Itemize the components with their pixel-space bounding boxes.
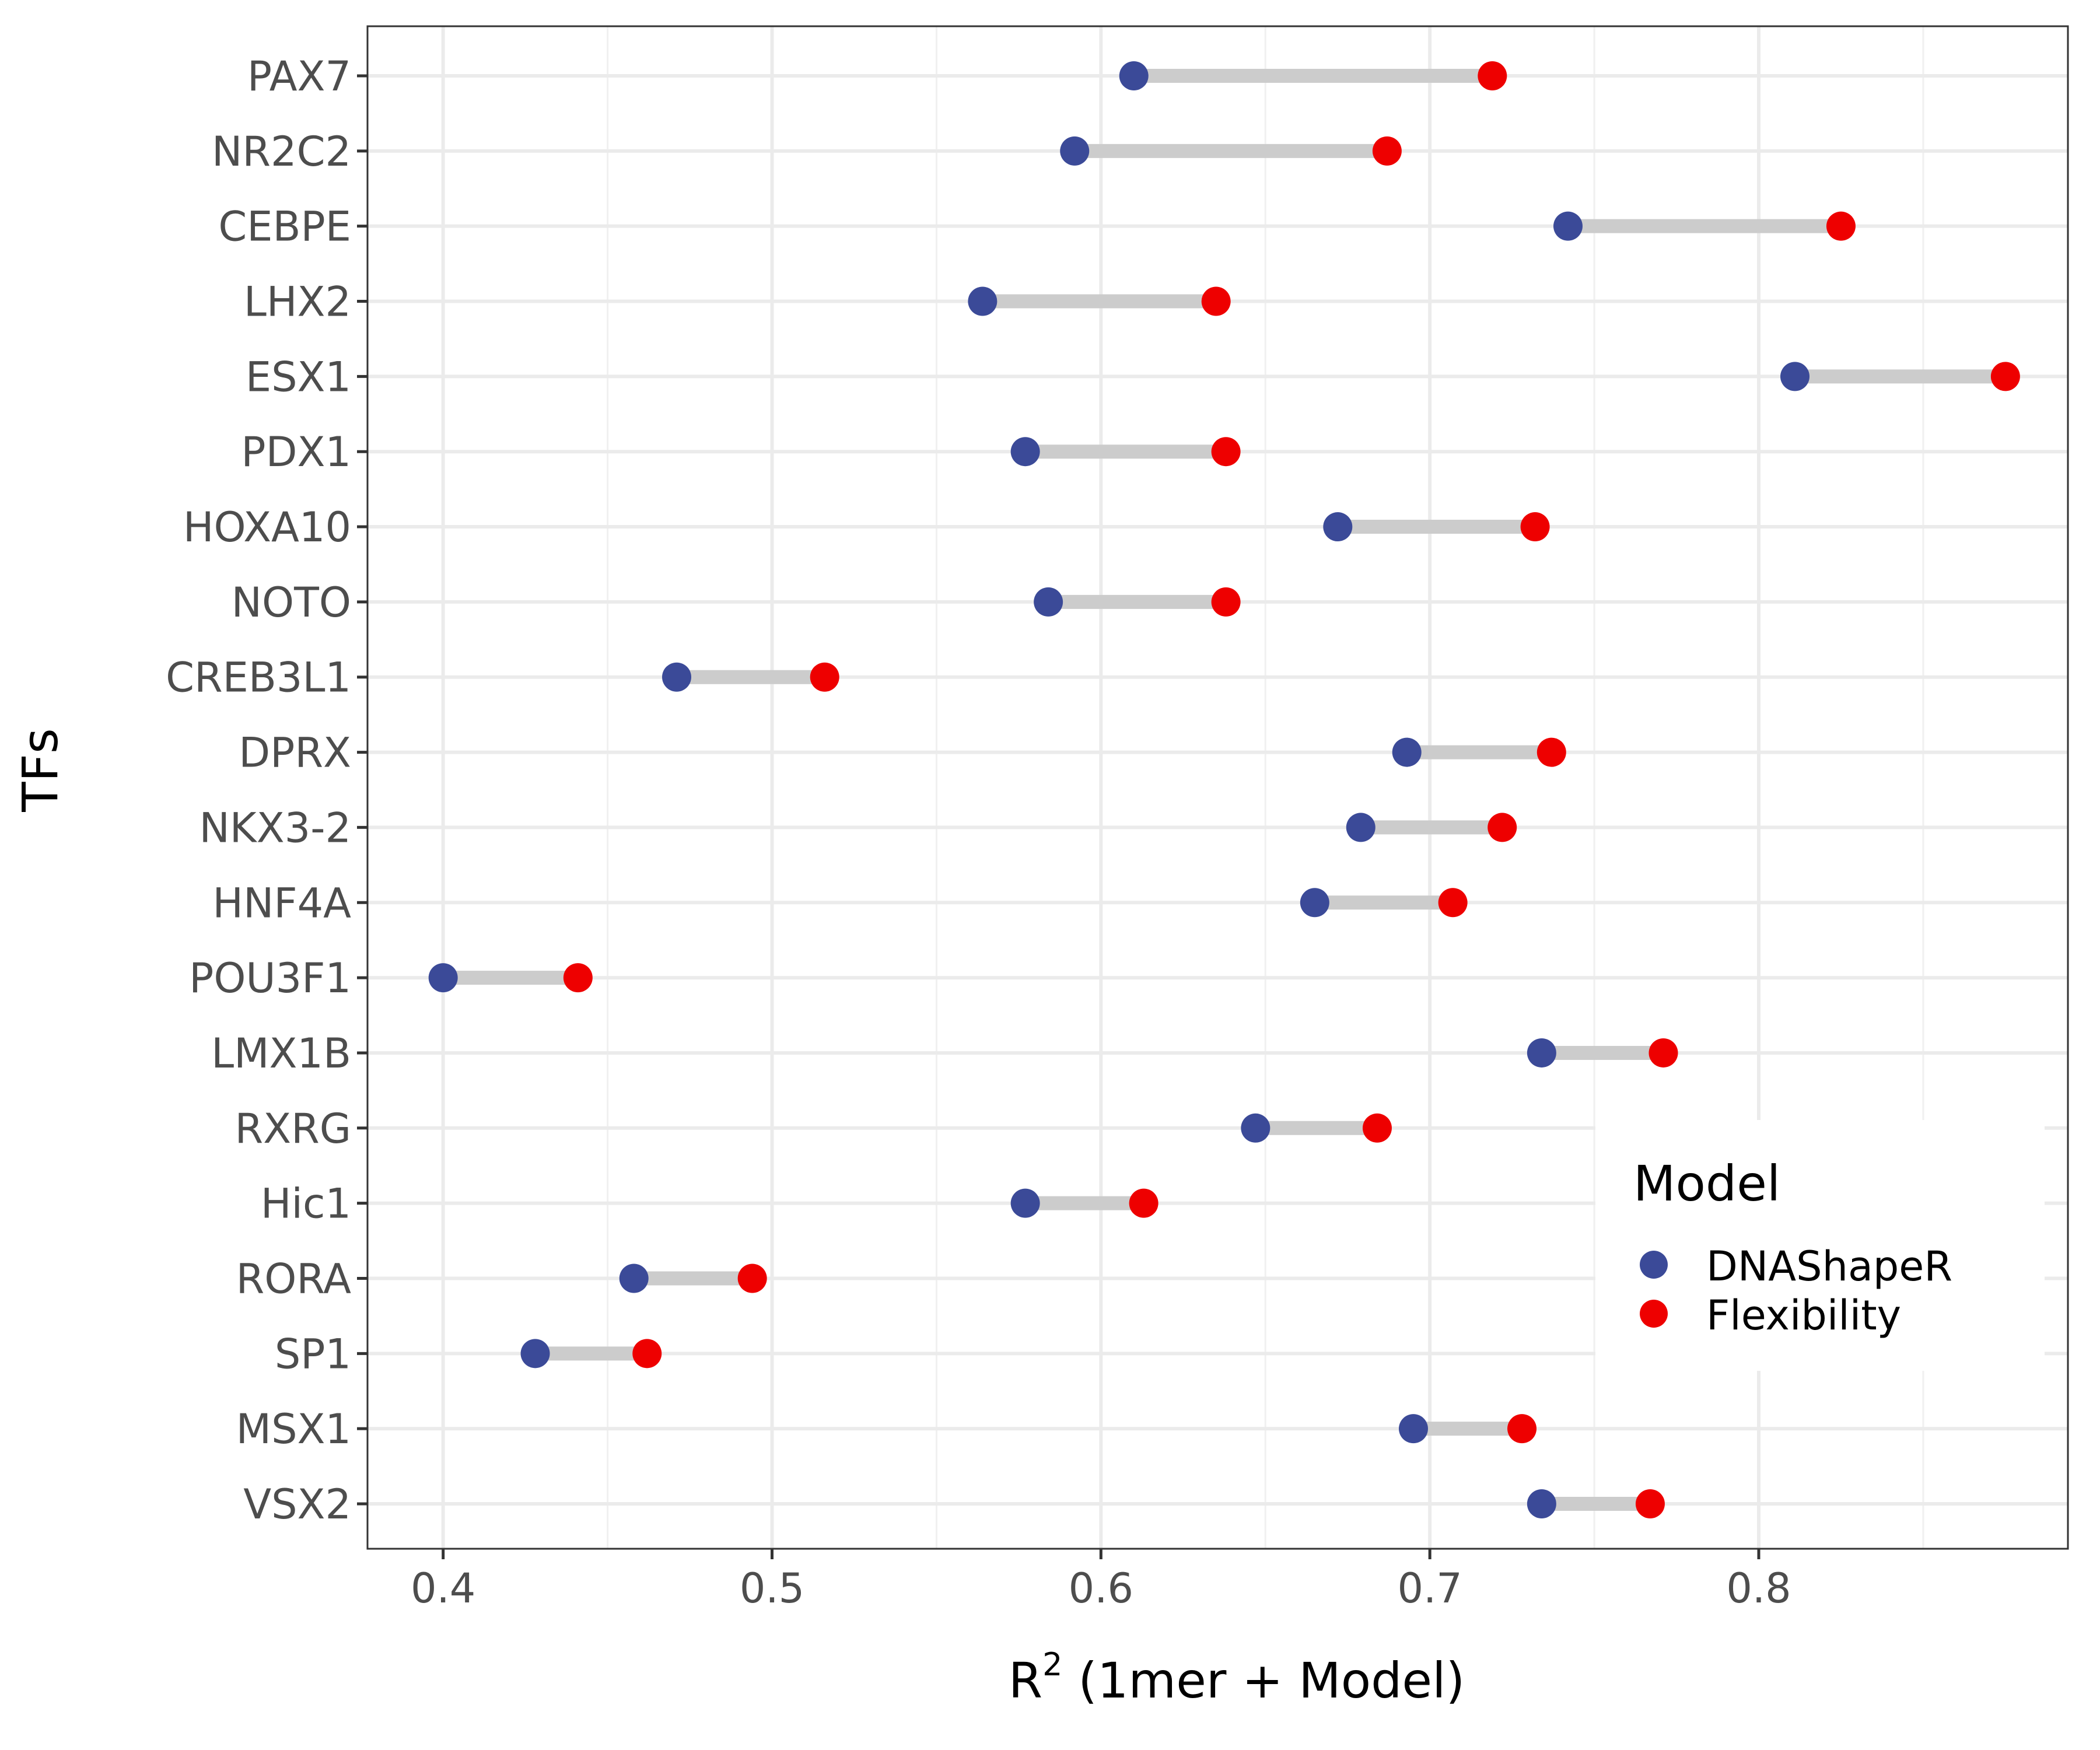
point-dnashaper [1392, 737, 1422, 767]
x-tick-label: 0.7 [1398, 1564, 1462, 1612]
point-flexibility [1990, 362, 2020, 391]
point-flexibility [1211, 587, 1241, 617]
point-dnashaper [428, 963, 458, 993]
point-dnashaper [1553, 211, 1583, 241]
y-tick-label: LMX1B [211, 1030, 351, 1077]
point-flexibility [1211, 437, 1241, 467]
point-flexibility [1362, 1113, 1392, 1143]
point-flexibility [737, 1264, 767, 1293]
x-axis-title-superscript: 2 [1042, 1646, 1062, 1683]
point-flexibility [1520, 512, 1550, 542]
point-dnashaper [1780, 362, 1810, 391]
point-dnashaper [1060, 136, 1090, 166]
point-dnashaper [662, 662, 691, 692]
legend-title: Model [1633, 1155, 1780, 1212]
point-dnashaper [1527, 1038, 1556, 1068]
y-tick-label: RORA [236, 1255, 352, 1303]
point-dnashaper [1241, 1113, 1270, 1143]
y-tick-label: POU3F1 [189, 954, 351, 1002]
y-tick-label: PAX7 [247, 52, 351, 100]
y-tick-label: CREB3L1 [166, 654, 351, 702]
y-tick-label: HOXA10 [183, 503, 351, 551]
y-tick-label: NR2C2 [212, 128, 351, 176]
point-flexibility [563, 963, 593, 993]
point-dnashaper [1300, 888, 1329, 918]
x-tick-label: 0.4 [411, 1564, 475, 1612]
y-tick-label: DPRX [239, 729, 351, 777]
point-dnashaper [1527, 1489, 1556, 1518]
point-dnashaper [968, 286, 998, 316]
y-tick-label: NOTO [232, 579, 351, 626]
y-tick-label: LHX2 [244, 278, 351, 326]
y-tick-label: HNF4A [212, 879, 351, 927]
y-tick-label: MSX1 [236, 1405, 351, 1453]
point-flexibility [632, 1339, 662, 1368]
x-tick-label: 0.5 [740, 1564, 804, 1612]
point-dnashaper [1323, 512, 1353, 542]
point-dnashaper [1010, 437, 1040, 467]
x-tick-label: 0.6 [1069, 1564, 1133, 1612]
x-axis-title-main: R [1009, 1652, 1042, 1709]
x-axis-title-rest: (1mer + Model) [1063, 1652, 1465, 1709]
legend-label-flexibility: Flexibility [1706, 1292, 1901, 1339]
x-tick-label: 0.8 [1726, 1564, 1791, 1612]
point-dnashaper [619, 1264, 649, 1293]
point-flexibility [1129, 1188, 1158, 1218]
y-tick-label: Hic1 [261, 1180, 351, 1228]
point-flexibility [1438, 888, 1468, 918]
y-tick-label: PDX1 [241, 428, 351, 476]
point-flexibility [1536, 737, 1566, 767]
point-dnashaper [520, 1339, 550, 1368]
y-tick-label: VSX2 [243, 1480, 351, 1528]
point-flexibility [1507, 1414, 1537, 1444]
panel-border [366, 25, 2069, 1550]
y-tick-label: NKX3-2 [199, 804, 351, 852]
legend: Model DNAShapeR Flexibility [1595, 1120, 2045, 1371]
legend-key-dnashaper [1640, 1251, 1668, 1279]
y-axis-title: TFs [12, 728, 69, 812]
legend-background [1595, 1120, 2045, 1371]
point-dnashaper [1346, 813, 1376, 842]
axes: PAX7 NR2C2 CEBPE LHX2 ESX1 PDX1 HOXA10 NOTO CREB… [166, 25, 2069, 1612]
y-tick-label: ESX1 [246, 353, 351, 401]
point-flexibility [1648, 1038, 1678, 1068]
plot-area [368, 26, 2068, 1549]
point-flexibility [1488, 813, 1517, 842]
legend-label-dnashaper: DNAShapeR [1706, 1242, 1952, 1290]
point-flexibility [1201, 286, 1231, 316]
x-axis-title: R2 (1mer + Model) [1009, 1646, 1465, 1709]
y-tick-label: CEBPE [218, 203, 351, 251]
y-tick-label: RXRG [235, 1105, 351, 1153]
point-flexibility [1826, 211, 1856, 241]
point-dnashaper [1398, 1414, 1428, 1444]
legend-key-flexibility [1640, 1300, 1668, 1328]
point-flexibility [810, 662, 839, 692]
point-flexibility [1478, 61, 1507, 90]
point-dnashaper [1034, 587, 1063, 617]
point-dnashaper [1119, 61, 1149, 90]
point-dnashaper [1010, 1188, 1040, 1218]
point-flexibility [1635, 1489, 1665, 1518]
point-flexibility [1372, 136, 1402, 166]
y-tick-label: SP1 [275, 1330, 351, 1378]
